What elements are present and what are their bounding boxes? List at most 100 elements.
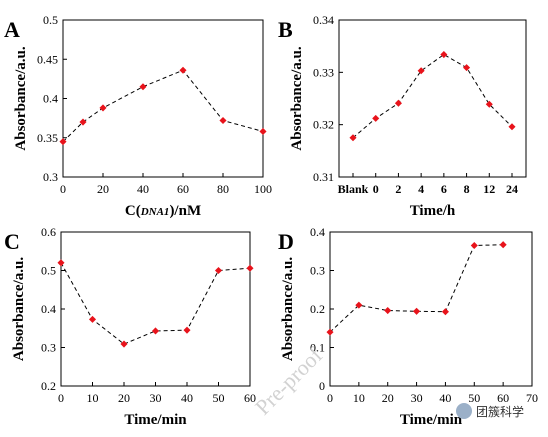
panel-letter: B	[278, 17, 293, 42]
x-tick-label: 6	[441, 182, 447, 196]
data-point	[246, 264, 254, 272]
series-line	[62, 69, 264, 143]
y-tick-label: 0.6	[41, 225, 56, 239]
badge-text: 团簇科学	[476, 404, 525, 419]
y-tick-label: 0.4	[310, 225, 325, 239]
data-point	[355, 301, 363, 309]
y-tick-label: 0.3	[310, 264, 325, 278]
y-tick-label: 0.32	[313, 118, 334, 132]
y-tick-label: 0.3	[41, 341, 56, 355]
chart-panel-d: D 0 0.1 0.2 0.3 0.4 0 10 20 30 40 50 60 70 Absorbance/…	[278, 225, 538, 428]
y-tick-label: 0.4	[43, 92, 58, 106]
x-tick-label: 50	[468, 391, 480, 405]
data-point	[417, 67, 425, 75]
data-point	[470, 241, 478, 250]
plot-frame	[329, 231, 533, 387]
series-line	[329, 244, 504, 333]
panel-letter: A	[4, 17, 20, 42]
wechat-icon	[456, 403, 472, 419]
x-tick-label: 20	[97, 182, 109, 196]
data-point	[214, 266, 223, 275]
source-badge: 团簇科学	[456, 400, 524, 422]
x-tick-label: 0	[60, 182, 66, 196]
x-tick-label: 80	[217, 182, 229, 196]
plot-frame	[338, 19, 527, 178]
x-axis-label: C(DNA1)/nM	[125, 203, 201, 219]
data-point	[508, 123, 516, 131]
x-tick-label: 70	[526, 391, 538, 405]
data-point	[139, 83, 147, 91]
x-tick-label: 60	[177, 182, 189, 196]
data-point	[372, 114, 380, 122]
y-tick-label: 0.2	[310, 302, 325, 316]
y-axis-label: Absorbance/a.u.	[289, 46, 305, 150]
y-axis-label: Absorbance/a.u.	[11, 257, 27, 361]
x-tick-label: 40	[137, 182, 149, 196]
x-tick-label: 8	[464, 182, 470, 196]
x-axis-label: Time/min	[124, 412, 187, 428]
x-tick-label: 40	[439, 391, 451, 405]
panel-letter: D	[278, 229, 294, 254]
y-tick-label: 0.2	[41, 379, 56, 393]
data-point	[99, 104, 107, 112]
data-point	[79, 118, 87, 126]
x-tick-label: 100	[254, 182, 272, 196]
x-tick-label: 2	[395, 182, 401, 196]
x-tick-label: 0	[373, 182, 379, 196]
data-point	[57, 259, 65, 267]
y-tick-label: 0.35	[37, 131, 58, 145]
data-point	[120, 340, 128, 348]
x-tick-label: 40	[181, 391, 193, 405]
x-tick-label: 24	[506, 182, 518, 196]
data-point	[183, 326, 191, 334]
x-tick-label: 10	[87, 391, 99, 405]
y-tick-label: 0	[319, 379, 325, 393]
y-axis-label: Absorbance/a.u.	[280, 257, 296, 361]
data-point	[349, 134, 357, 142]
x-tick-label: 20	[118, 391, 130, 405]
x-tick-label: 60	[497, 391, 509, 405]
x-axis-label: Time/h	[410, 203, 456, 219]
chart-panel-c: C 0.2 0.3 0.4 0.5 0.6 0 10 20 30 40 50 60 Absorbance/…	[4, 225, 256, 428]
x-tick-label: 50	[213, 391, 225, 405]
x-axis-label: Time/min	[400, 412, 463, 428]
data-point	[259, 127, 267, 136]
chart-panel-a: A 0.3 0.35 0.4 0.45 0.5 0 20 40 60 80 100 Absorbance…	[4, 13, 272, 219]
x-tick-label: 12	[483, 182, 495, 196]
panel-letter: C	[4, 229, 20, 254]
data-point	[394, 99, 402, 107]
y-tick-label: 0.5	[43, 13, 58, 27]
data-point	[463, 64, 471, 72]
plot-frame	[60, 231, 251, 387]
data-point	[219, 116, 227, 125]
data-point	[151, 327, 160, 335]
x-tick-label: 4	[418, 182, 424, 196]
y-tick-label: 0.4	[41, 302, 56, 316]
y-tick-label: 0.45	[37, 52, 58, 66]
x-tick-label: 30	[150, 391, 162, 405]
x-tick-label: 10	[353, 391, 365, 405]
data-point	[326, 328, 334, 336]
x-tick-label: 0	[58, 391, 64, 405]
data-point	[413, 307, 421, 315]
y-tick-label: 0.1	[310, 341, 325, 355]
data-point	[384, 307, 392, 315]
series-line	[352, 53, 513, 139]
y-tick-label: 0.31	[313, 170, 334, 184]
y-tick-label: 0.5	[41, 264, 56, 278]
x-tick-label: 60	[244, 391, 256, 405]
data-point	[485, 100, 493, 108]
x-tick-label: 30	[411, 391, 423, 405]
data-point	[440, 51, 448, 59]
x-tick-label: Blank	[338, 182, 369, 196]
data-point	[441, 308, 449, 316]
x-tick-label: 0	[327, 391, 333, 405]
plot-frame	[62, 19, 264, 178]
y-axis-label: Absorbance/a.u.	[13, 46, 29, 150]
data-point	[88, 315, 97, 323]
y-tick-label: 0.34	[313, 13, 334, 27]
data-point	[499, 241, 507, 249]
x-tick-label: 20	[382, 391, 394, 405]
